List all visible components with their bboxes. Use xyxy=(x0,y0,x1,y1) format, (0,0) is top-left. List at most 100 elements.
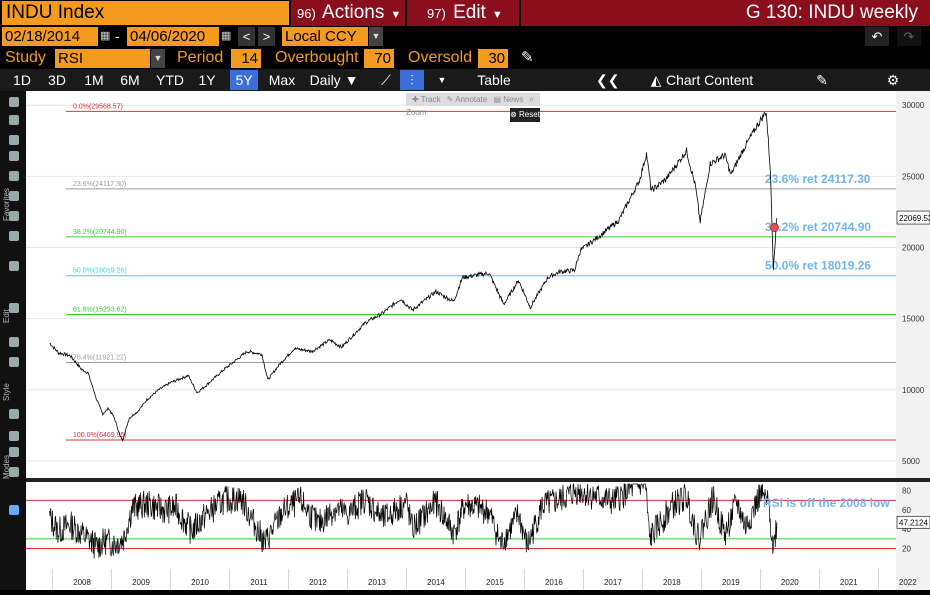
chart-svg: 5000 10000 15000 20000 25000 30000 0.0%(29568.… xyxy=(26,91,930,590)
study-select[interactable]: RSI xyxy=(55,49,150,68)
fib-label: 0.0%(29568.57) xyxy=(73,103,123,110)
end-date-field[interactable]: 04/06/2020 xyxy=(127,27,219,46)
range-button-3d[interactable]: 3D xyxy=(48,72,66,88)
eraser-icon[interactable] xyxy=(9,231,19,241)
overbought-input[interactable]: 70 xyxy=(364,49,394,68)
edit-label: Edit xyxy=(453,2,486,23)
color-icon[interactable] xyxy=(9,409,19,419)
brush-icon[interactable] xyxy=(9,261,19,271)
calendar-icon[interactable]: ▦ xyxy=(221,30,232,42)
chart-content-button[interactable]: Chart Content xyxy=(666,72,754,88)
fibonacci-icon[interactable] xyxy=(9,171,19,181)
range-button-1d[interactable]: 1D xyxy=(13,72,31,88)
news-button[interactable]: ▤ News xyxy=(493,95,524,104)
rsi-tick-label: 80 xyxy=(902,487,911,496)
magnet-icon[interactable] xyxy=(9,447,19,457)
oversold-label: Oversold xyxy=(408,49,473,66)
frequency-label: Daily xyxy=(309,72,341,88)
year-tick-label: 2009 xyxy=(132,578,150,587)
frequency-select[interactable]: Daily ▼ xyxy=(309,72,359,88)
edit-content-icon[interactable]: ✎ xyxy=(816,72,828,88)
price-tick-label: 20000 xyxy=(902,244,925,253)
lock-icon[interactable] xyxy=(9,467,19,477)
duplicate-icon[interactable] xyxy=(9,337,19,347)
reset-button[interactable]: ⊗ Reset xyxy=(510,108,540,122)
actions-menu-button[interactable]: 96) Actions ▼ xyxy=(291,0,405,26)
calendar-icon[interactable]: ▦ xyxy=(100,30,111,42)
mini-toolbar: ✚ Track ✎ Annotate ▤ News ⌕ Zoom xyxy=(406,93,540,117)
range-button-1y[interactable]: 1Y xyxy=(198,72,216,88)
delete-icon[interactable] xyxy=(9,357,19,367)
pencil-icon[interactable]: ✎ xyxy=(521,49,534,66)
rsi-tick-label: 60 xyxy=(902,506,911,515)
range-button-ytd[interactable]: YTD xyxy=(156,72,184,88)
start-date-field[interactable]: 02/18/2014 xyxy=(2,27,98,46)
chevron-down-icon[interactable]: ▼ xyxy=(437,75,447,85)
year-tick-label: 2014 xyxy=(427,578,445,587)
price-tick-label: 15000 xyxy=(902,315,925,324)
range-button-6m[interactable]: 6M xyxy=(120,72,140,88)
edit-num: 97) xyxy=(427,6,446,21)
year-tick-label: 2016 xyxy=(545,578,563,587)
year-tick-label: 2022 xyxy=(899,578,917,587)
pen-icon[interactable] xyxy=(9,211,19,221)
candle-chart-icon[interactable]: ⫶ xyxy=(400,70,424,90)
gear-icon[interactable]: ⚙ xyxy=(886,72,900,88)
year-tick-label: 2020 xyxy=(781,578,799,587)
undo-icon[interactable]: ↶ xyxy=(865,27,889,46)
text-icon[interactable] xyxy=(9,151,19,161)
actions-label: Actions xyxy=(322,2,385,23)
draw-line-icon[interactable] xyxy=(9,115,19,125)
ruler-icon[interactable] xyxy=(9,191,19,201)
range-button-5y[interactable]: 5Y xyxy=(230,70,258,90)
year-tick-label: 2013 xyxy=(368,578,386,587)
chevron-down-icon: ▼ xyxy=(390,9,402,21)
rsi-tick-label: 40 xyxy=(902,525,911,534)
prev-arrow-button[interactable]: < xyxy=(238,27,255,46)
date-separator: - xyxy=(115,28,120,44)
currency-select[interactable]: Local CCY xyxy=(282,27,368,46)
collapse-icon[interactable]: ❮❮ xyxy=(596,72,620,88)
rsi-last-label: 47.2124 xyxy=(899,518,928,527)
range-button-1m[interactable]: 1M xyxy=(84,72,104,88)
ticker-field[interactable]: INDU Index xyxy=(2,1,289,25)
chevron-down-icon[interactable]: ▼ xyxy=(369,27,383,46)
line-chart-icon[interactable]: ⟋ xyxy=(381,72,391,88)
track-button[interactable]: ✚ Track xyxy=(412,95,441,104)
fib-label: 50.0%(18019.26) xyxy=(73,268,127,275)
chevron-down-icon[interactable]: ▼ xyxy=(151,49,165,68)
fib-label: 23.6%(24117.30) xyxy=(73,181,126,188)
mode-icon[interactable] xyxy=(9,505,19,515)
period-input[interactable]: 14 xyxy=(231,49,261,68)
scissors-icon[interactable] xyxy=(9,303,19,313)
actions-num: 96) xyxy=(297,6,316,21)
line-style-icon[interactable] xyxy=(9,431,19,441)
annotate-icon[interactable] xyxy=(9,135,19,145)
cursor-icon[interactable] xyxy=(9,97,19,107)
fib-label: 76.4%(11921.22) xyxy=(73,354,126,361)
rsi-annotation: RSI is off the 2008 low xyxy=(763,496,890,510)
fib-label: 100.0%(6469.95) xyxy=(73,432,127,439)
table-button[interactable]: Table xyxy=(477,72,511,88)
annotate-button[interactable]: ✎ Annotate xyxy=(446,95,488,104)
chevron-down-icon: ▼ xyxy=(491,9,503,21)
style-label: Style xyxy=(2,383,11,401)
overbought-label: Overbought xyxy=(275,49,359,66)
range-button-max[interactable]: Max xyxy=(268,72,296,88)
year-tick-label: 2008 xyxy=(73,578,91,587)
chart-area[interactable]: 5000 10000 15000 20000 25000 30000 0.0%(29568.… xyxy=(26,91,930,590)
oversold-input[interactable]: 30 xyxy=(478,49,508,68)
price-tick-label: 5000 xyxy=(902,457,920,466)
year-tick-label: 2017 xyxy=(604,578,622,587)
last-price-box xyxy=(896,210,930,225)
edit-menu-button[interactable]: 97) Edit ▼ xyxy=(407,0,519,26)
zoom-button[interactable]: ⌕ Zoom xyxy=(406,95,534,117)
price-tick-label: 10000 xyxy=(902,386,925,395)
year-tick-label: 2021 xyxy=(840,578,858,587)
retracement-annotation: 50.0% ret 18019.26 xyxy=(765,259,871,273)
next-arrow-button[interactable]: > xyxy=(258,27,275,46)
price-tick-label: 30000 xyxy=(902,101,925,110)
price-line xyxy=(49,112,778,442)
chart-title: G 130: INDU weekly xyxy=(521,0,930,26)
redo-icon[interactable]: ↷ xyxy=(897,27,921,46)
